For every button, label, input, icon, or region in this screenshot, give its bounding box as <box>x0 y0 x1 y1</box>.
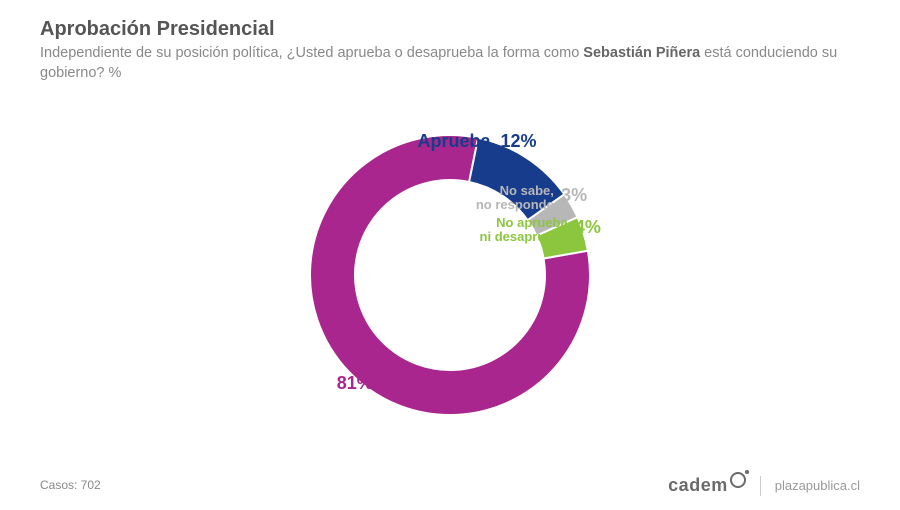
donut-chart: 81% Desaprueba Aprueba 12% No sabe,no resp… <box>0 90 900 460</box>
separator-icon <box>760 476 761 496</box>
brand-logo: cadem <box>668 475 746 496</box>
subtitle-pre: Independiente de su posición política, ¿… <box>40 45 583 61</box>
slice-label-ni: No apruebani desaprueba 4% <box>480 216 601 243</box>
slice-label-desaprueba: 81% Desaprueba <box>337 373 486 394</box>
site-label: plazapublica.cl <box>775 478 860 493</box>
subtitle-bold: Sebastián Piñera <box>583 45 700 61</box>
brand-text: cadem <box>668 475 728 496</box>
page-title: Aprobación Presidencial <box>40 18 275 41</box>
footer-right: cadem plazapublica.cl <box>668 475 860 496</box>
page: Aprobación Presidencial Independiente de… <box>0 0 900 510</box>
brand-ring-icon <box>730 472 746 488</box>
cases-count: Casos: 702 <box>40 478 101 492</box>
slice-label-ns_nr: No sabe,no responde 3% <box>476 184 587 211</box>
slice-label-aprueba: Aprueba 12% <box>417 131 536 152</box>
page-subtitle: Independiente de su posición política, ¿… <box>40 44 860 83</box>
